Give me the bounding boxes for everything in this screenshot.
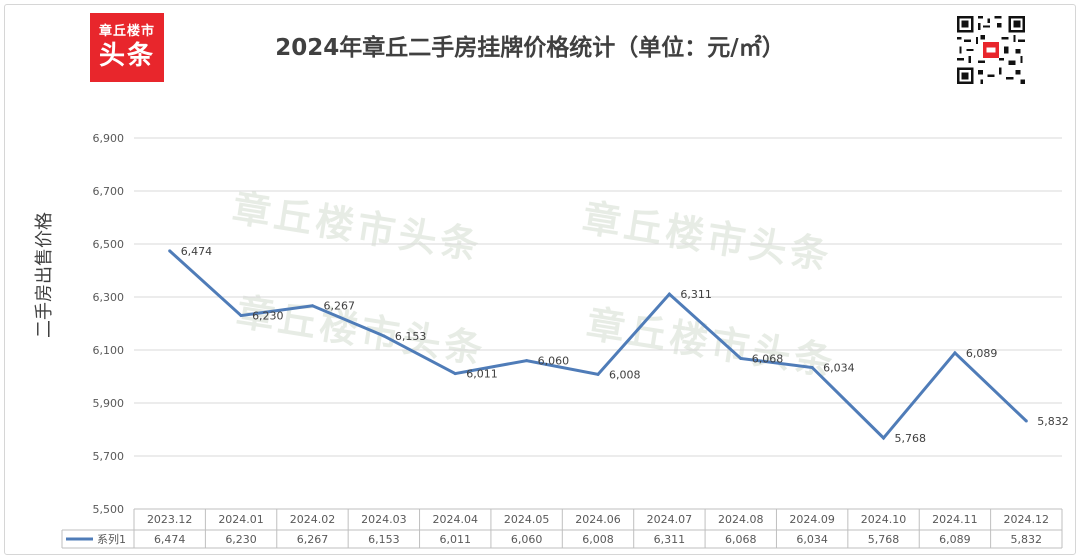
table-value: 5,768	[868, 533, 900, 546]
x-tick-label: 2024.09	[789, 513, 835, 526]
data-point	[310, 304, 314, 308]
logo-line1: 章丘楼市	[98, 24, 155, 39]
data-label: 6,311	[680, 288, 712, 301]
data-label: 5,832	[1037, 415, 1069, 428]
y-tick-label: 6,900	[93, 132, 125, 145]
x-tick-label: 2024.05	[504, 513, 550, 526]
logo-line2: 头条	[98, 41, 155, 71]
data-label: 6,474	[181, 245, 213, 258]
toutiao-logo: 章丘楼市 头条	[90, 13, 164, 82]
table-value: 6,153	[368, 533, 400, 546]
data-label: 6,034	[823, 361, 855, 374]
data-label: 6,008	[609, 368, 641, 381]
table-value: 6,230	[225, 533, 257, 546]
table-value: 6,068	[725, 533, 757, 546]
table-value: 6,008	[582, 533, 614, 546]
y-tick-label: 6,100	[93, 344, 125, 357]
y-tick-label: 6,500	[93, 238, 125, 251]
x-tick-label: 2024.03	[361, 513, 407, 526]
data-label: 6,089	[966, 347, 998, 360]
y-tick-label: 5,500	[93, 503, 125, 516]
data-point	[882, 436, 886, 440]
data-point	[239, 314, 243, 318]
data-label: 6,267	[323, 300, 355, 313]
data-point	[382, 334, 386, 338]
x-tick-label: 2024.06	[575, 513, 621, 526]
table-value: 6,034	[796, 533, 828, 546]
y-tick-label: 6,300	[93, 291, 125, 304]
data-point	[596, 372, 600, 376]
data-label: 5,768	[895, 432, 927, 445]
table-value: 6,267	[297, 533, 329, 546]
x-tick-label: 2024.11	[932, 513, 978, 526]
chart-title: 2024年章丘二手房挂牌价格统计（单位：元/㎡）	[275, 35, 785, 61]
table-value: 6,011	[439, 533, 471, 546]
y-tick-label: 5,900	[93, 397, 125, 410]
series-line	[168, 249, 1028, 441]
y-tick-label: 5,700	[93, 450, 125, 463]
table-value: 6,474	[154, 533, 186, 546]
data-point	[1024, 419, 1028, 423]
y-tick-label: 6,700	[93, 185, 125, 198]
x-tick-label: 2024.01	[218, 513, 264, 526]
data-point	[810, 365, 814, 369]
x-tick-label: 2024.12	[1004, 513, 1050, 526]
data-point	[525, 359, 529, 363]
data-label: 6,011	[466, 368, 498, 381]
x-tick-label: 2024.04	[432, 513, 478, 526]
data-point	[739, 356, 743, 360]
x-tick-label: 2024.07	[647, 513, 693, 526]
x-tick-label: 2023.12	[147, 513, 193, 526]
qr-code-icon	[957, 16, 1025, 84]
chart-frame	[4, 4, 1076, 555]
table-value: 6,089	[939, 533, 971, 546]
table-value: 6,311	[654, 533, 686, 546]
table-value: 6,060	[511, 533, 543, 546]
x-tick-label: 2024.08	[718, 513, 764, 526]
legend-label: 系列1	[97, 532, 126, 546]
data-label: 6,153	[395, 330, 427, 343]
data-label: 6,068	[752, 352, 784, 365]
table-value: 5,832	[1011, 533, 1043, 546]
data-point	[667, 292, 671, 296]
x-tick-label: 2024.10	[861, 513, 907, 526]
x-tick-label: 2024.02	[290, 513, 336, 526]
data-point	[168, 249, 172, 253]
data-label: 6,230	[252, 310, 283, 323]
data-point	[453, 372, 457, 376]
data-label: 6,060	[538, 355, 570, 368]
data-point	[953, 351, 957, 355]
